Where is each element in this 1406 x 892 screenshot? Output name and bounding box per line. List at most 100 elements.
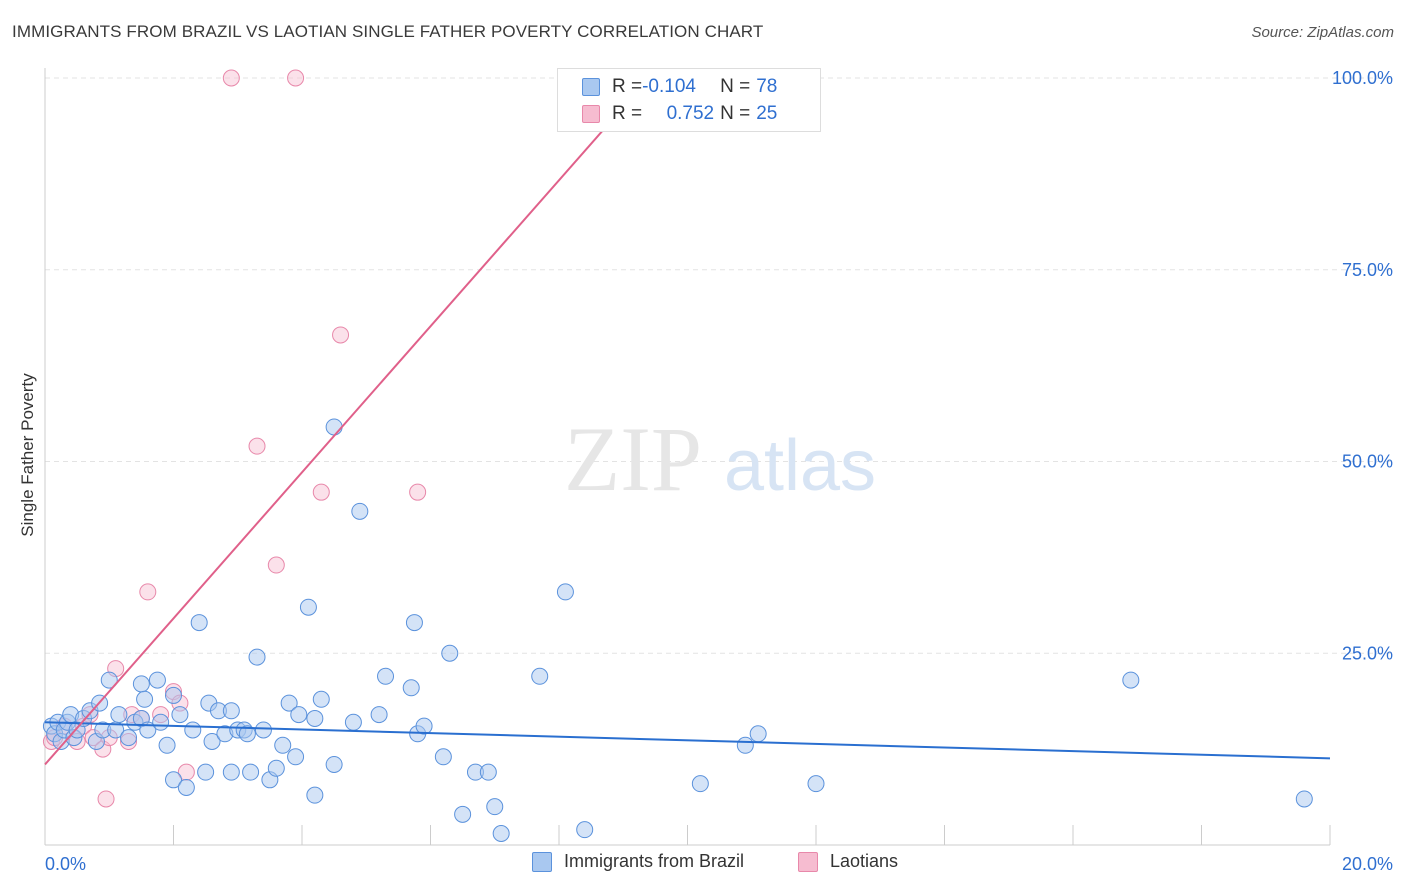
brazil-point [454,805,472,823]
brazil-point [242,763,260,781]
brazil-swatch [582,78,600,96]
brazil-point [197,763,215,781]
laos-r-value: 0.752 [666,103,715,124]
brazil-point [158,736,176,754]
brazil-point [351,502,369,520]
brazil-point [441,644,459,662]
x-tick-label: 20.0% [1342,854,1393,874]
brazil-point [370,706,388,724]
brazil-point [267,759,285,777]
brazil-point [344,713,362,731]
stats-box: R = -0.104 N = 78 R = 0.752 N = 25 [557,68,821,132]
legend-laos-swatch [798,851,818,872]
laos-r-label: R = [612,103,643,124]
brazil-point [749,725,767,743]
brazil-point [402,679,420,697]
brazil-point [190,614,208,632]
brazil-point [165,771,182,789]
brazil-point [325,755,343,773]
watermark-zip: ZIP [564,408,702,510]
brazil-r-value: -0.104 [642,76,696,97]
x-tick-label: 0.0% [45,854,86,874]
laotians-point [267,556,285,574]
brazil-n-label: N = [720,76,751,97]
y-tick-label: 25.0% [1342,643,1393,663]
brazil-point [479,763,497,781]
watermark-atlas: atlas [724,426,876,506]
laotians-point [312,483,330,501]
tick-labels: 25.0% 50.0% 75.0% 100.0% 0.0% 20.0% [45,68,1393,874]
brazil-point [312,690,330,708]
legend-brazil-swatch [532,851,552,872]
y-tick-label: 50.0% [1342,452,1393,472]
laotians-point [332,326,350,344]
brazil-point [492,824,510,842]
brazil-point [184,721,202,739]
brazil-n-value: 78 [756,76,778,97]
brazil-point [171,706,189,724]
brazil-point [274,736,292,754]
laotians-point [222,69,240,87]
trend-lines [44,77,1331,766]
laotians-point [409,483,427,501]
stats-row-brazil: R = -0.104 N = 78 [582,74,777,100]
y-tick-label: 100.0% [1332,68,1393,88]
laotians-point [139,583,157,601]
brazil-trend-line [44,721,1331,760]
brazil-point [736,736,754,754]
brazil-point [531,667,549,685]
stats-row-laos: R = 0.752 N = 25 [582,101,777,127]
brazil-point [100,671,118,689]
y-axis-label: Single Father Poverty [18,373,37,537]
y-tick-label: 75.0% [1342,260,1393,280]
brazil-point [306,709,324,727]
brazil-point [576,821,594,839]
laos-n-value: 25 [756,103,778,124]
brazil-point [299,598,317,616]
brazil-point [238,725,256,743]
brazil-point [136,690,154,708]
brazil-point [325,418,343,436]
brazil-point [152,713,170,731]
laos-swatch [582,105,600,123]
brazil-point [1295,790,1313,808]
brazil-point [486,798,504,816]
gridlines [45,77,1392,654]
brazil-point [203,732,221,750]
brazil-point [556,583,574,601]
laotians-trend-line [44,77,650,766]
legend-laos-label: Laotians [830,851,899,871]
brazil-point [434,748,452,766]
brazil-point [165,686,182,704]
brazil-points [42,418,1313,842]
brazil-point [377,667,395,685]
brazil-point [148,671,166,689]
chart-title: IMMIGRANTS FROM BRAZIL VS LAOTIAN SINGLE… [12,22,764,41]
brazil-point [405,614,423,632]
brazil-point [222,702,240,720]
laotians-point [97,790,115,808]
brazil-point [691,775,709,793]
laos-n-label: N = [720,103,751,124]
laotians-point [248,437,266,455]
brazil-point [132,675,150,693]
laotians-point [287,69,305,87]
brazil-point [807,775,825,793]
legend-item-brazil[interactable]: Immigrants from Brazil [532,851,744,872]
brazil-point [306,786,324,804]
brazil-point [177,778,195,796]
brazil-r-label: R = [612,76,643,97]
brazil-point [248,648,266,666]
brazil-point [290,706,308,724]
brazil-point [1122,671,1140,689]
legend-item-laotians[interactable]: Laotians [798,851,898,872]
brazil-point [415,717,433,735]
brazil-point [280,694,298,712]
legend-brazil-label: Immigrants from Brazil [564,851,745,871]
source-label: Source: ZipAtlas.com [1251,24,1394,41]
brazil-point [287,748,305,766]
brazil-point [254,721,272,739]
brazil-point [120,729,138,747]
axes [44,68,1331,846]
